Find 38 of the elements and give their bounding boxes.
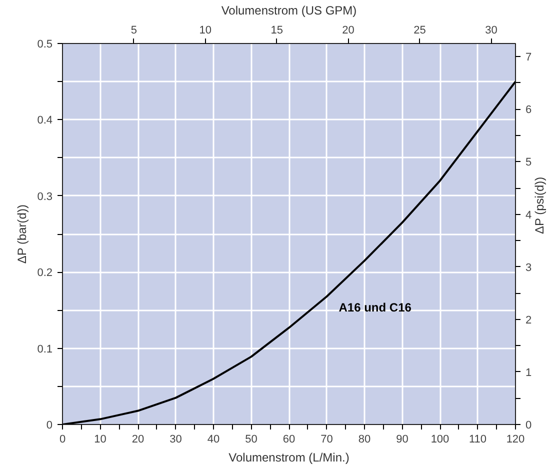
y-tick-label: 0 [46,420,53,432]
x2-axis-title: Volumenstrom (US GPM) [221,4,357,18]
x-tick-label: 60 [282,434,296,446]
x-tick-label: 90 [396,434,408,446]
x2-tick-label: 5 [130,24,138,36]
y2-tick-label: 5 [526,156,532,169]
x-tick-label: 40 [207,434,220,446]
series-label: A16 und C16 [338,300,412,314]
y-tick-label: 0.5 [37,38,53,50]
y2-tick-label: 6 [526,104,532,116]
x-tick-label: 20 [132,434,144,446]
y2-tick-label: 3 [526,262,532,274]
x-tick-label: 0 [59,434,66,446]
x2-tick-label: 20 [342,24,354,36]
y2-tick-label: 1 [526,366,532,379]
x2-tick-label: 15 [270,24,283,36]
x-tick-label: 80 [358,434,371,446]
y2-tick-label: 0 [526,420,532,432]
y-tick-label: 0.1 [37,343,53,356]
y-tick-label: 0.3 [37,190,53,203]
y2-axis-title: ΔP (psi(d)) [532,176,547,234]
x-tick-label: 50 [245,434,258,446]
x-tick-label: 30 [170,434,182,446]
y2-tick-label: 7 [526,52,532,64]
y-tick-label: 0.4 [37,114,53,127]
x2-tick-label: 25 [414,24,426,36]
x2-tick-label: 10 [199,24,212,36]
x-tick-label: 110 [468,434,487,446]
x-tick-label: 100 [430,434,450,446]
x-tick-label: 10 [94,434,106,446]
x-axis-title: Volumenstrom (L/Min.) [228,450,350,464]
y2-tick-label: 4 [526,209,532,222]
y-axis-title: ΔP (bar(d)) [15,204,30,264]
y2-tick-label: 2 [526,314,532,326]
y-tick-label: 0.2 [37,267,53,280]
x2-tick-label: 30 [485,24,498,36]
x-tick-label: 70 [320,434,333,446]
x-tick-label: 120 [506,434,525,446]
